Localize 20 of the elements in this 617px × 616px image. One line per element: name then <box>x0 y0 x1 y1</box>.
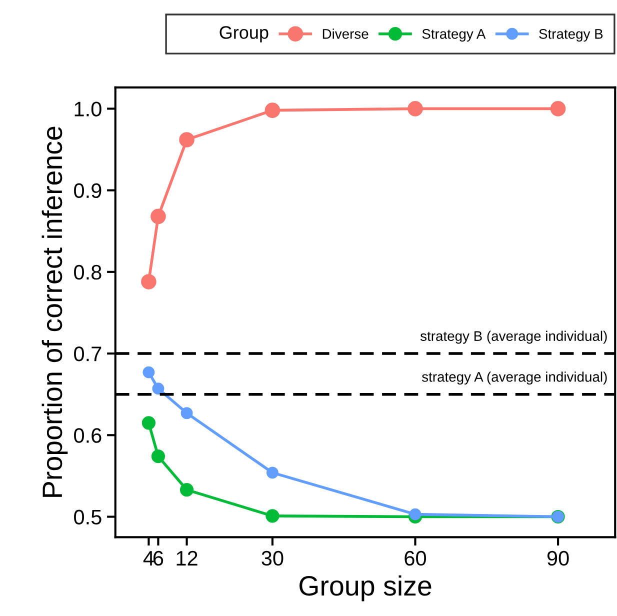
y-tick-label: 0.8 <box>74 264 102 280</box>
y-tick-label: 0.6 <box>74 428 102 443</box>
x-tick-label: 12 <box>176 550 198 566</box>
y-tick-label: 0.7 <box>74 346 102 362</box>
y-axis-title: Proportion of correct inference <box>42 126 68 497</box>
y-tick-label: 0.9 <box>74 183 102 198</box>
x-tick-label: 60 <box>404 550 426 566</box>
ref-line-label: strategy A (average individual) <box>422 372 607 385</box>
y-tick-label: 0.5 <box>74 510 102 525</box>
y-tick-label: 1.0 <box>74 102 102 116</box>
x-tick-label: 90 <box>547 550 569 566</box>
x-tick-label: 6 <box>153 550 164 566</box>
legend-title: Group <box>220 26 268 42</box>
legend-label: Strategy B <box>539 28 603 42</box>
x-axis-title: Group size <box>300 575 432 602</box>
x-tick-label: 4 <box>143 551 154 566</box>
legend-label: Diverse <box>322 28 368 39</box>
ref-line-label: strategy B (average individual) <box>420 330 607 344</box>
x-tick-label: 30 <box>262 550 284 566</box>
legend-label: Strategy A <box>422 28 486 42</box>
